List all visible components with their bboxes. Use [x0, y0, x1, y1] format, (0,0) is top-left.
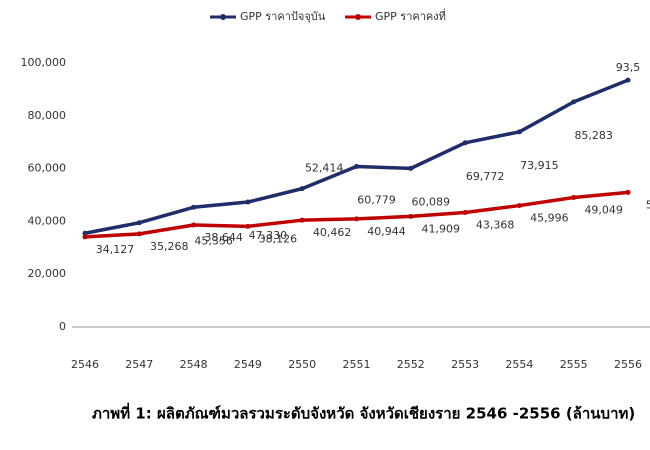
- point: [299, 186, 305, 192]
- point: [354, 164, 359, 170]
- point: [191, 204, 197, 210]
- data-label: 45,356: [194, 234, 233, 247]
- point: [462, 210, 468, 216]
- data-label: 49,049: [584, 204, 623, 217]
- point: [354, 216, 359, 222]
- point: [299, 217, 305, 223]
- x-tick-label: 2549: [234, 358, 262, 371]
- x-tick-label: 2556: [614, 358, 642, 371]
- caption: ภาพที่ 1: ผลิตภัณฑ์มวลรวมระดับจังหวัด จั…: [92, 403, 635, 423]
- legend-label: GPP ราคาปัจจุบัน: [240, 10, 326, 23]
- x-tick-label: 2551: [343, 358, 371, 371]
- legend-marker: [355, 14, 361, 20]
- y-tick-label: 60,000: [28, 162, 67, 175]
- series-line: [84, 78, 629, 235]
- data-label: 43,368: [476, 219, 515, 232]
- point: [625, 189, 631, 195]
- x-tick-label: 2553: [451, 358, 479, 371]
- point: [516, 203, 522, 209]
- data-label: 93,5: [616, 61, 641, 74]
- data-label: 60,089: [412, 195, 451, 208]
- data-label: 34,127: [96, 243, 135, 256]
- point: [136, 231, 142, 237]
- point: [245, 223, 251, 229]
- data-label: 60,779: [357, 194, 396, 207]
- y-tick-label: 0: [59, 320, 66, 333]
- point: [571, 195, 577, 201]
- x-tick-label: 2548: [180, 358, 208, 371]
- point: [516, 129, 522, 135]
- data-label: 73,915: [520, 159, 559, 172]
- x-tick-label: 2547: [125, 358, 153, 371]
- data-label: 38,126: [259, 232, 298, 245]
- data-label: 52,414: [305, 162, 344, 175]
- x-tick-label: 2550: [288, 358, 316, 371]
- point: [408, 213, 414, 219]
- point: [82, 234, 88, 240]
- point: [191, 222, 197, 228]
- x-tick-label: 2552: [397, 358, 425, 371]
- data-label: 41,909: [422, 222, 461, 235]
- data-label: 69,772: [466, 170, 505, 183]
- data-label: 38,644: [204, 231, 243, 244]
- point: [571, 99, 577, 105]
- legend-marker: [220, 14, 226, 20]
- data-label: 85,283: [574, 129, 613, 142]
- x-tick-label: 2546: [71, 358, 99, 371]
- y-tick-label: 80,000: [28, 109, 67, 122]
- point: [245, 199, 251, 205]
- point: [462, 140, 468, 146]
- point: [408, 165, 414, 171]
- x-tick-label: 2555: [560, 358, 588, 371]
- x-tick-label: 2554: [505, 358, 533, 371]
- data-label: 40,462: [313, 226, 352, 239]
- legend-label: GPP ราคาคงที่: [375, 8, 446, 23]
- y-tick-label: 40,000: [28, 214, 67, 227]
- data-label: 40,944: [367, 225, 406, 238]
- data-label: 51,0: [646, 198, 650, 211]
- y-tick-label: 20,000: [28, 267, 67, 280]
- y-tick-label: 100,000: [21, 56, 67, 69]
- data-label: 45,996: [530, 212, 569, 225]
- point: [82, 230, 88, 236]
- point: [625, 77, 631, 83]
- data-label: 47,330: [249, 229, 288, 242]
- point: [136, 220, 142, 226]
- data-label: 35,268: [150, 240, 189, 253]
